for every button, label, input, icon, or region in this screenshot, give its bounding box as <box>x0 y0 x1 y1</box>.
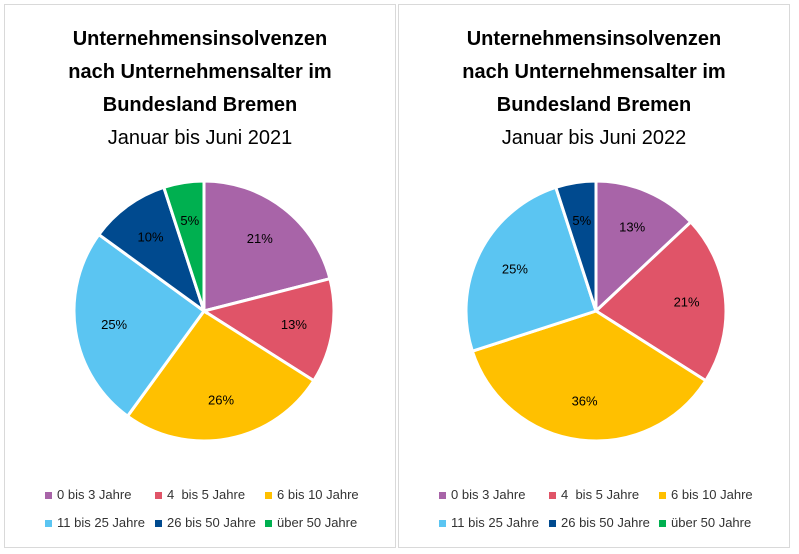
pie-slice <box>72 232 207 419</box>
data-label: 26% <box>208 392 234 407</box>
legend-label: über 50 Jahre <box>671 515 752 530</box>
chart-title: Unternehmensinsolvenzen nach Unternehmens… <box>5 23 395 155</box>
data-label: 10% <box>137 229 163 244</box>
pie-slice <box>470 309 708 443</box>
legend-item: 0 bis 3 Jahre <box>439 487 525 502</box>
title-line: Bundesland Bremen <box>102 94 298 116</box>
pie-slice <box>125 308 316 443</box>
legend-swatch <box>45 520 52 528</box>
data-label: 5% <box>180 213 199 228</box>
legend-label: 26 bis 50 Jahre <box>167 515 256 530</box>
chart-title: Unternehmensinsolvenzen nach Unternehmens… <box>399 23 789 155</box>
legend-label: 11 bis 25 Jahre <box>57 515 145 530</box>
legend-label: 26 bis 50 Jahre <box>561 515 650 530</box>
pie-slice <box>200 276 336 383</box>
legend-item: 6 bis 10 Jahre <box>659 487 753 502</box>
pie-chart-2: Unternehmensinsolvenzen nach Unternehmens… <box>398 4 790 548</box>
title-line: nach Unternehmensalter im <box>462 61 726 83</box>
legend-item: 11 bis 25 Jahre <box>439 515 539 530</box>
pie-chart-1: Unternehmensinsolvenzen nach Unternehmens… <box>4 4 396 548</box>
pie-slice <box>161 179 206 312</box>
legend-item: 0 bis 3 Jahre <box>45 487 131 502</box>
legend-swatch <box>549 520 556 528</box>
chart-subtitle: Januar bis Juni 2021 <box>107 127 293 149</box>
legend-item: 6 bis 10 Jahre <box>265 487 359 502</box>
legend-label: 4 bis 5 Jahre <box>561 487 640 502</box>
data-label: 13% <box>619 219 645 234</box>
legend-label: 6 bis 10 Jahre <box>277 487 359 502</box>
pie-slice <box>96 185 207 315</box>
legend-label: 6 bis 10 Jahre <box>671 487 753 502</box>
legend-swatch <box>439 520 446 528</box>
pie-slice <box>202 179 332 313</box>
title-line: Unternehmensinsolvenzen <box>72 28 328 50</box>
legend-item: über 50 Jahre <box>265 515 357 530</box>
pie-slice <box>553 179 598 312</box>
pie-slice <box>464 185 598 354</box>
legend-swatch <box>265 492 272 500</box>
legend-swatch <box>155 520 162 528</box>
title-line: Unternehmensinsolvenzen <box>466 28 722 50</box>
legend-item: über 50 Jahre <box>659 515 751 530</box>
legend-label: 0 bis 3 Jahre <box>451 487 526 502</box>
data-label: 25% <box>101 317 127 332</box>
legend-item: 26 bis 50 Jahre <box>155 515 256 530</box>
legend-label: 4 bis 5 Jahre <box>167 487 246 502</box>
legend-swatch <box>659 520 666 528</box>
legend-swatch <box>439 492 446 500</box>
legend-item: 4 bis 5 Jahre <box>155 487 245 502</box>
legend-label: über 50 Jahre <box>277 515 358 530</box>
legend-swatch <box>265 520 272 528</box>
legend-swatch <box>45 492 52 500</box>
legend-swatch <box>549 492 556 500</box>
legend-item: 11 bis 25 Jahre <box>45 515 145 530</box>
legend-swatch <box>155 492 162 500</box>
data-label: 5% <box>572 213 591 228</box>
title-line: nach Unternehmensalter im <box>68 61 332 83</box>
legend-label: 11 bis 25 Jahre <box>451 515 539 530</box>
title-line: Bundesland Bremen <box>496 94 692 116</box>
legend-item: 4 bis 5 Jahre <box>549 487 639 502</box>
legend-label: 0 bis 3 Jahre <box>57 487 132 502</box>
data-label: 25% <box>502 262 528 277</box>
chart-subtitle: Januar bis Juni 2022 <box>501 127 687 149</box>
pie-slice <box>593 219 728 383</box>
legend-item: 26 bis 50 Jahre <box>549 515 650 530</box>
pie-slice <box>594 179 693 315</box>
data-label: 21% <box>674 294 700 309</box>
data-label: 36% <box>572 393 598 408</box>
legend-swatch <box>659 492 666 500</box>
data-label: 13% <box>281 317 307 332</box>
data-label: 21% <box>247 231 273 246</box>
